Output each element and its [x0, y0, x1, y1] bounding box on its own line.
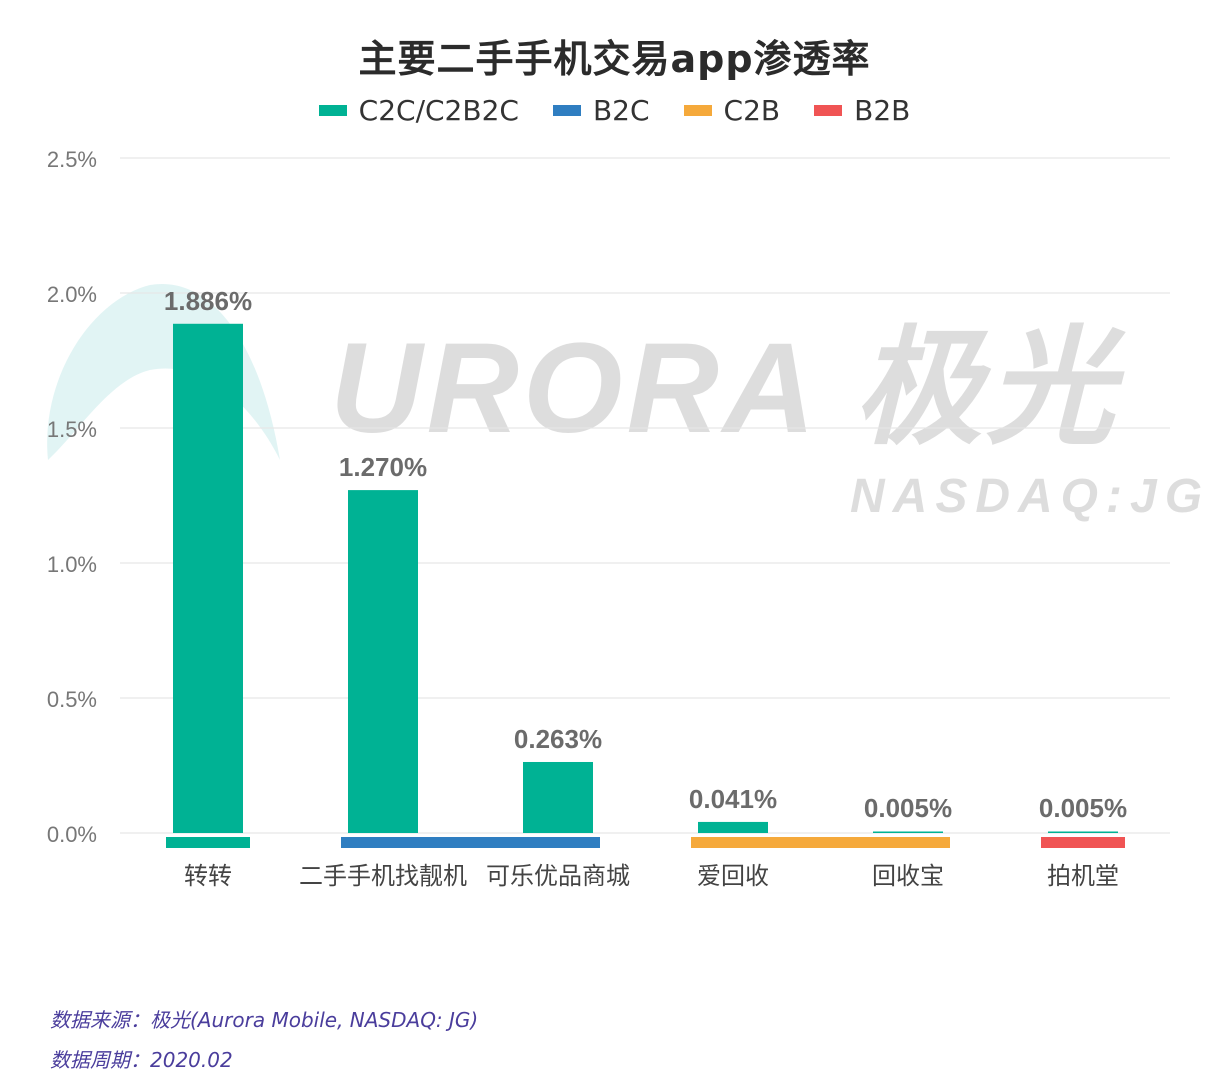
watermark-brand: URORA 极光 — [330, 317, 1126, 460]
y-tick-label: 0.0% — [47, 822, 97, 847]
legend-swatch-b2b — [814, 105, 843, 116]
legend-swatch-b2c — [552, 105, 581, 116]
legend-swatch-c2c — [318, 105, 347, 116]
x-category-label: 转转 — [184, 862, 232, 890]
y-tick-label: 2.0% — [47, 282, 97, 307]
footer-period: 数据周期：2020.02 — [50, 1048, 233, 1072]
footer-source: 数据来源：极光(Aurora Mobile, NASDAQ: JG) — [50, 1008, 479, 1032]
y-tick-label: 1.5% — [47, 417, 97, 442]
bar-4 — [698, 821, 768, 833]
x-category-label: 二手手机找靓机 — [299, 862, 467, 890]
group-band-b2c — [341, 837, 600, 848]
legend-item-c2b: C2B — [683, 94, 781, 127]
group-band-c2c-c2b2c — [166, 837, 250, 848]
data-label-1: 1.886% — [164, 286, 252, 316]
bar-2 — [348, 490, 418, 833]
data-label-6: 0.005% — [1039, 793, 1127, 823]
legend: C2C/C2B2C B2C C2B B2B — [0, 94, 1229, 127]
watermark-ticker: NASDAQ:JG — [850, 470, 1210, 523]
group-band-c2b — [691, 837, 950, 848]
bar-6 — [1048, 831, 1118, 833]
x-category-label: 拍机堂 — [1047, 862, 1119, 890]
bar-5 — [873, 831, 943, 833]
y-tick-label: 1.0% — [47, 552, 97, 577]
x-category-label: 回收宝 — [872, 862, 944, 890]
bar-3 — [523, 761, 593, 833]
bar-1 — [173, 323, 243, 833]
data-label-4: 0.041% — [689, 784, 777, 814]
data-label-5: 0.005% — [864, 793, 952, 823]
data-label-2: 1.270% — [339, 452, 427, 482]
x-category-label: 可乐优品商城 — [486, 862, 630, 890]
legend-item-b2b: B2B — [814, 94, 910, 127]
legend-item-c2c: C2C/C2B2C — [318, 94, 519, 127]
legend-label-c2c: C2C/C2B2C — [358, 94, 519, 127]
legend-label-b2c: B2C — [592, 94, 650, 127]
legend-label-b2b: B2B — [854, 94, 911, 127]
group-band-b2b — [1041, 837, 1125, 848]
legend-item-b2c: B2C — [552, 94, 650, 127]
x-category-label: 爱回收 — [697, 862, 769, 890]
y-tick-label: 0.5% — [47, 687, 97, 712]
data-label-3: 0.263% — [514, 724, 602, 754]
y-tick-label: 2.5% — [47, 147, 97, 172]
chart-title: 主要二手手机交易app渗透率 — [358, 37, 871, 81]
legend-label-c2b: C2B — [723, 94, 781, 127]
legend-swatch-c2b — [683, 105, 712, 116]
